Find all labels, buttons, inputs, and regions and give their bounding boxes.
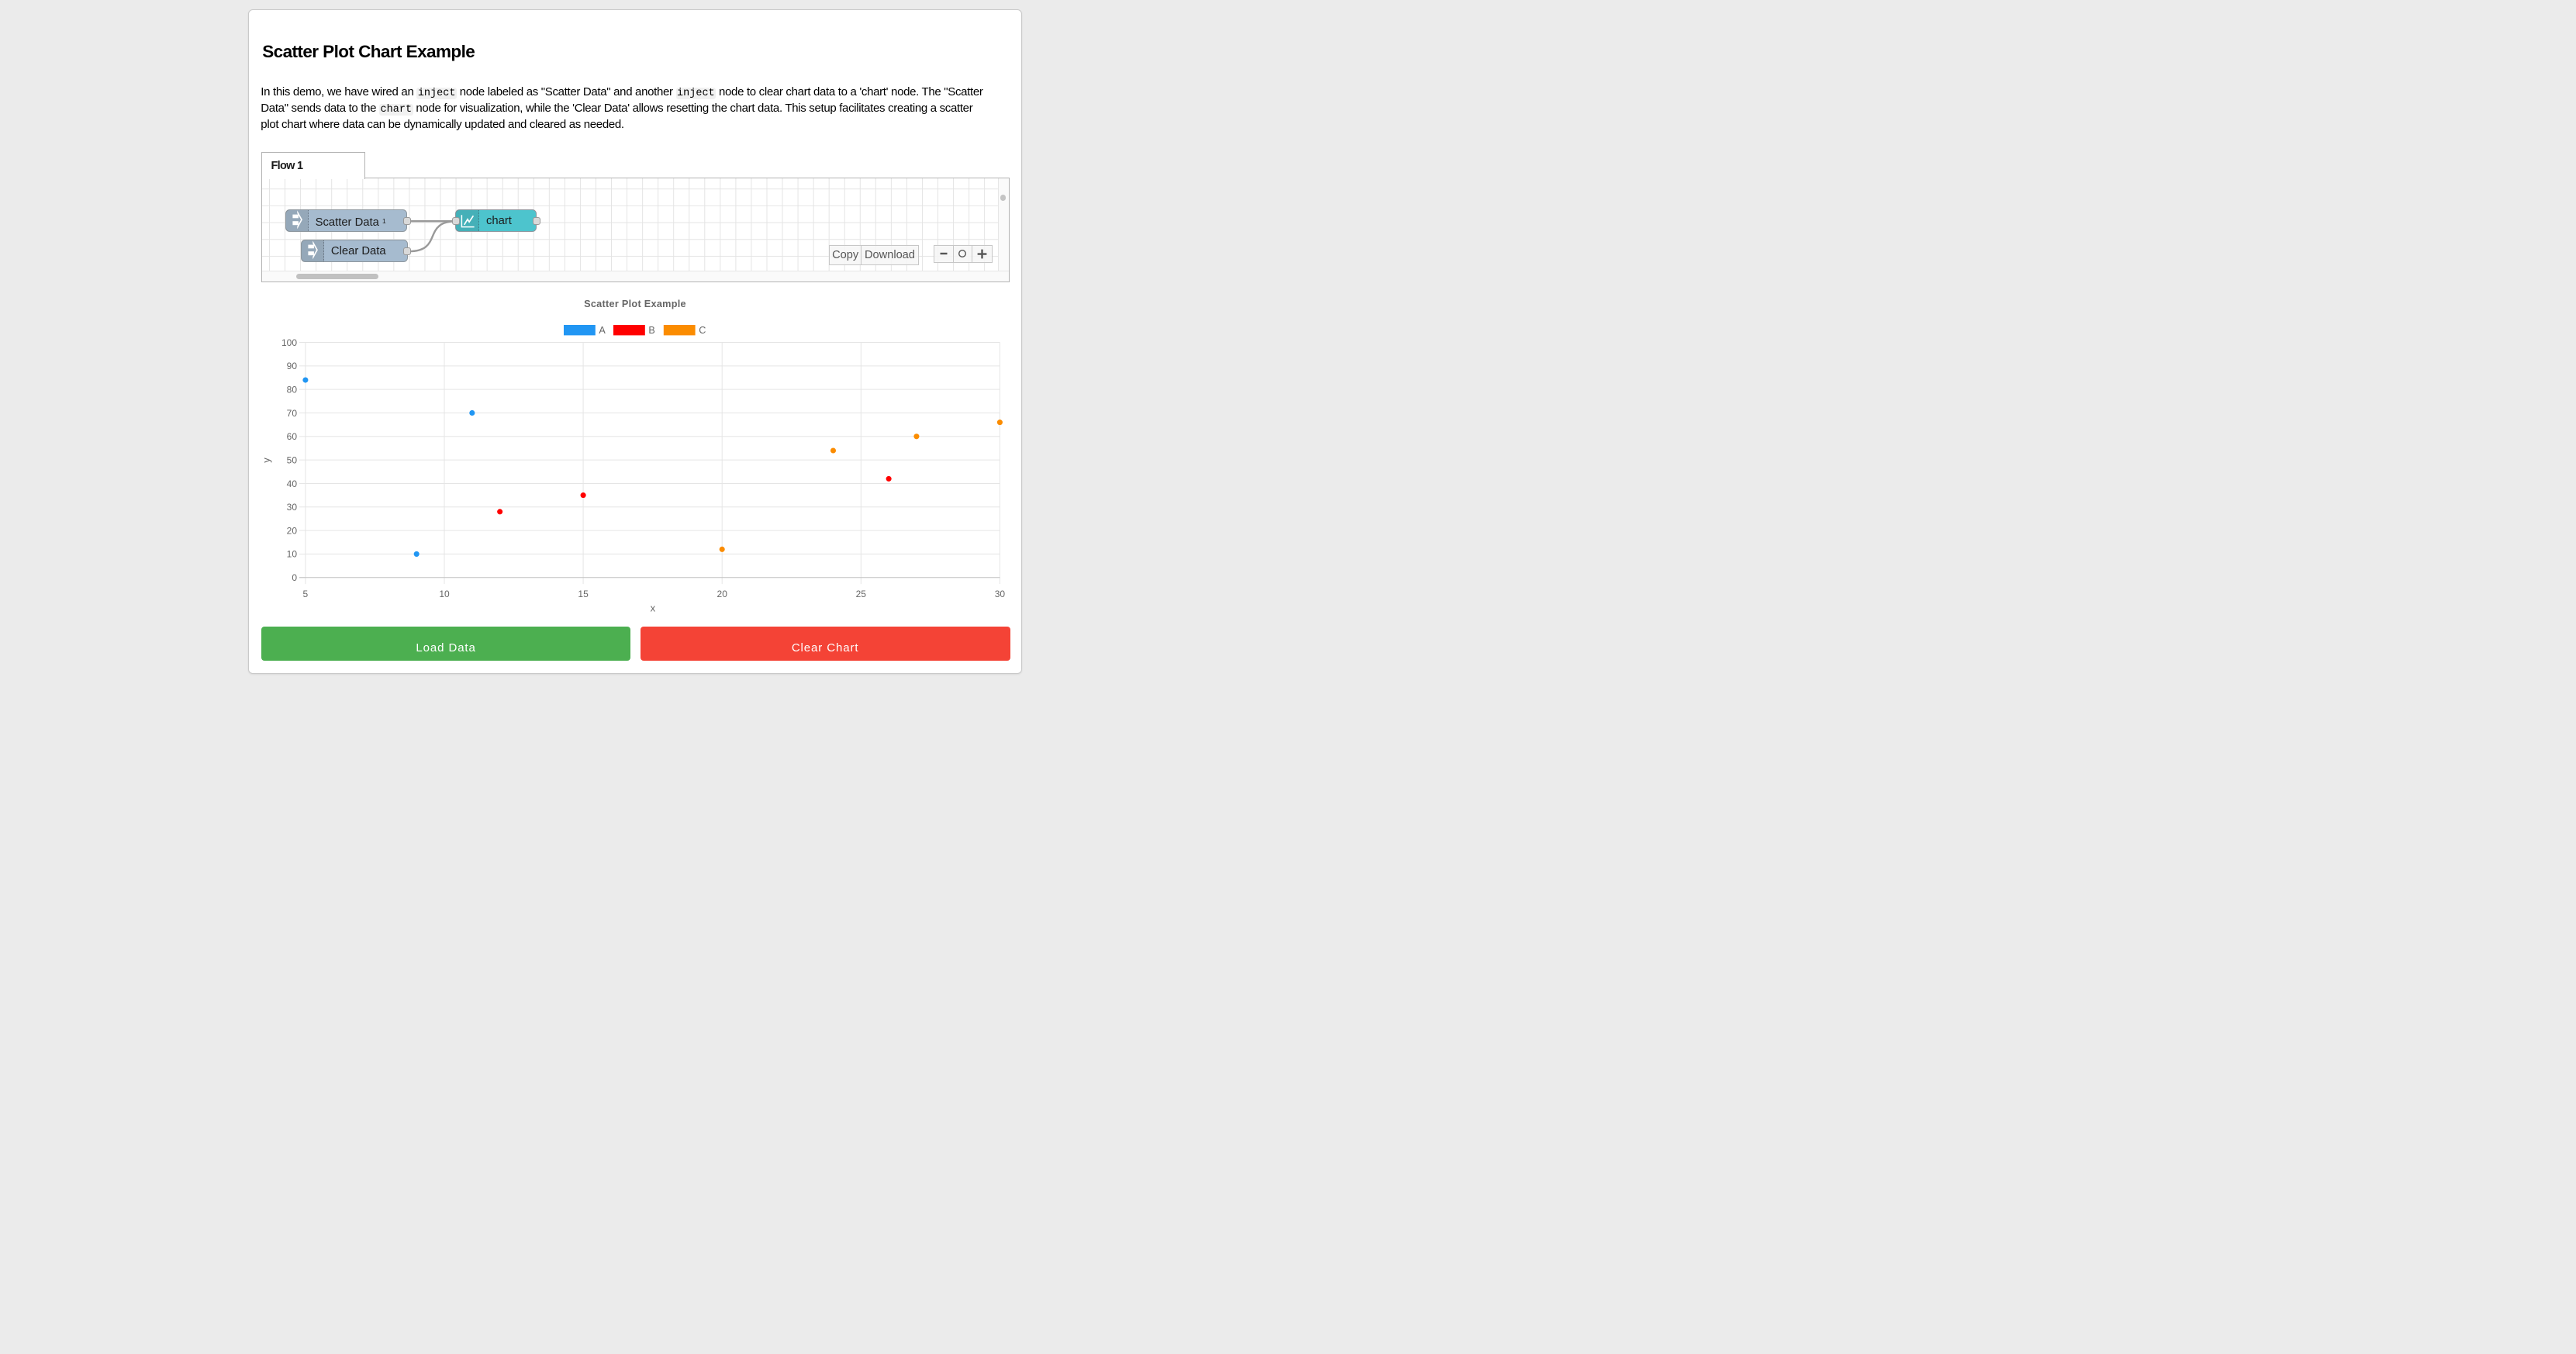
svg-text:90: 90 — [287, 361, 298, 371]
svg-text:15: 15 — [578, 589, 589, 599]
svg-text:60: 60 — [287, 431, 298, 442]
svg-text:30: 30 — [995, 589, 1006, 599]
svg-text:x: x — [651, 602, 656, 613]
svg-text:10: 10 — [287, 549, 298, 560]
svg-text:5: 5 — [303, 589, 309, 599]
svg-text:0: 0 — [292, 572, 297, 583]
svg-text:C: C — [699, 325, 706, 336]
svg-text:A: A — [599, 325, 606, 336]
svg-text:10: 10 — [439, 589, 450, 599]
svg-text:100: 100 — [281, 337, 297, 348]
svg-text:y: y — [263, 458, 272, 463]
svg-text:40: 40 — [287, 478, 298, 489]
svg-text:70: 70 — [287, 408, 298, 419]
svg-text:B: B — [648, 325, 654, 336]
svg-text:50: 50 — [287, 454, 298, 465]
svg-text:80: 80 — [287, 384, 298, 395]
svg-text:30: 30 — [287, 502, 298, 513]
svg-text:Scatter Plot Example: Scatter Plot Example — [584, 299, 686, 309]
svg-text:20: 20 — [287, 525, 298, 536]
svg-text:20: 20 — [717, 589, 728, 599]
svg-text:25: 25 — [856, 589, 867, 599]
